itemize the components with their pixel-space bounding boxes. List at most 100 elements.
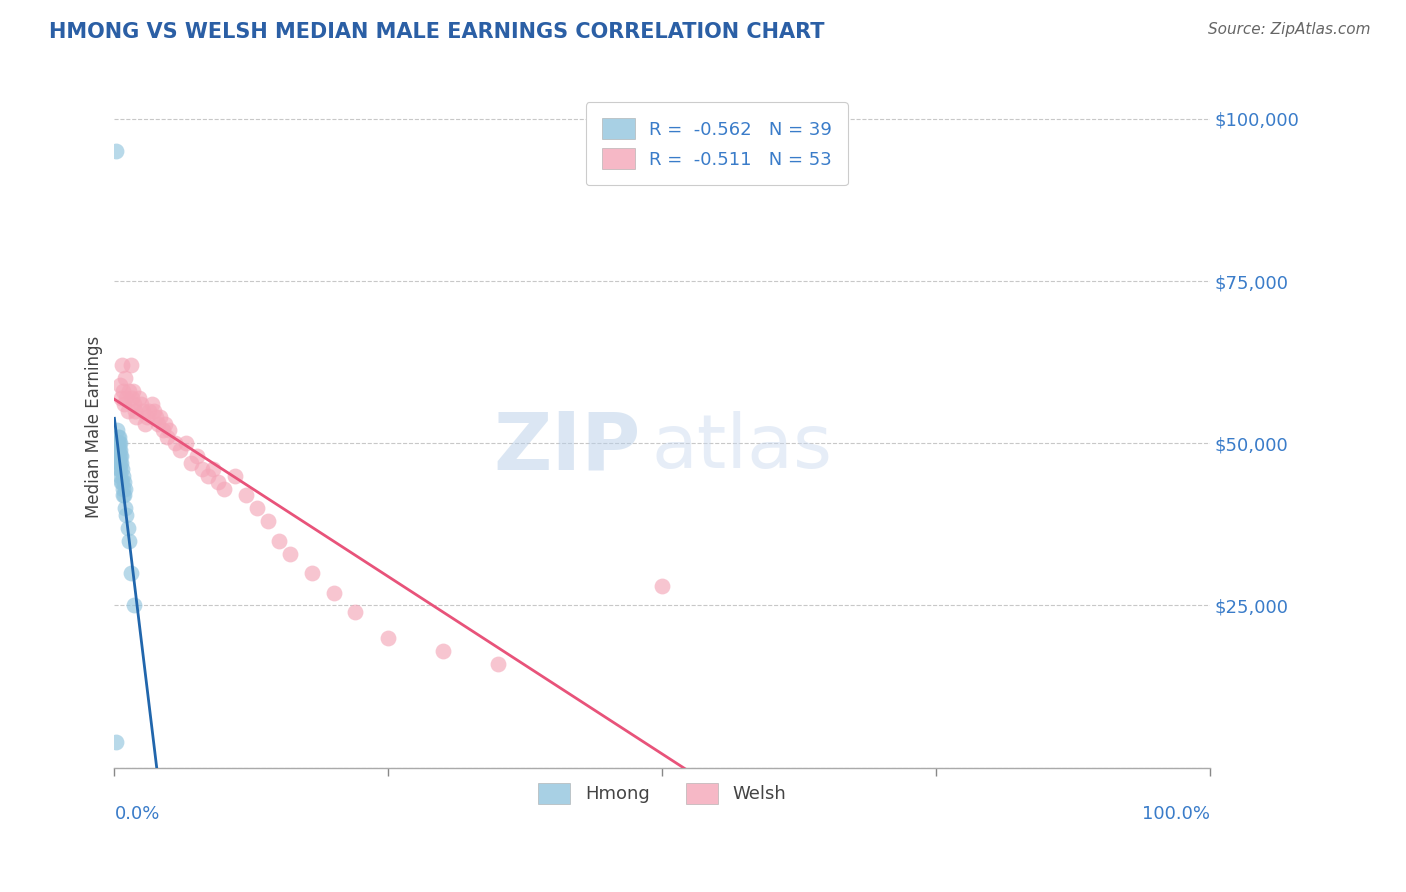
Point <box>118 384 141 399</box>
Point <box>112 384 135 399</box>
Point <box>118 533 141 548</box>
Point <box>235 488 257 502</box>
Point <box>121 391 143 405</box>
Point <box>174 436 197 450</box>
Point <box>111 475 134 490</box>
Point <box>180 456 202 470</box>
Point <box>197 468 219 483</box>
Point <box>108 449 131 463</box>
Text: Source: ZipAtlas.com: Source: ZipAtlas.com <box>1208 22 1371 37</box>
Point <box>108 456 131 470</box>
Point <box>322 585 344 599</box>
Point <box>186 449 208 463</box>
Point <box>114 482 136 496</box>
Point <box>112 397 135 411</box>
Point <box>256 514 278 528</box>
Text: 0.0%: 0.0% <box>114 805 160 823</box>
Point <box>108 377 131 392</box>
Text: atlas: atlas <box>651 411 832 484</box>
Point <box>207 475 229 490</box>
Point <box>117 404 139 418</box>
Point <box>152 423 174 437</box>
Point <box>132 404 155 418</box>
Point <box>110 449 132 463</box>
Point <box>104 735 127 749</box>
Point <box>104 436 127 450</box>
Point <box>117 520 139 534</box>
Point <box>105 442 128 457</box>
Point <box>157 423 180 437</box>
Point <box>377 631 399 645</box>
Point <box>278 547 301 561</box>
Point <box>107 442 129 457</box>
Point <box>112 475 135 490</box>
Point <box>114 501 136 516</box>
Point <box>108 442 131 457</box>
Text: HMONG VS WELSH MEDIAN MALE EARNINGS CORRELATION CHART: HMONG VS WELSH MEDIAN MALE EARNINGS CORR… <box>49 22 825 42</box>
Point <box>111 359 134 373</box>
Point <box>145 410 167 425</box>
Point <box>107 436 129 450</box>
Point <box>107 430 129 444</box>
Point <box>122 599 145 613</box>
Point <box>104 145 127 159</box>
Point <box>122 397 145 411</box>
Text: 100.0%: 100.0% <box>1142 805 1211 823</box>
Point <box>108 462 131 476</box>
Point <box>107 442 129 457</box>
Text: ZIP: ZIP <box>494 409 640 486</box>
Point <box>344 605 367 619</box>
Point <box>122 384 145 399</box>
Point <box>124 404 146 418</box>
Point <box>115 391 138 405</box>
Point <box>112 468 135 483</box>
Point <box>212 482 235 496</box>
Point <box>112 488 135 502</box>
Y-axis label: Median Male Earnings: Median Male Earnings <box>86 336 103 518</box>
Point <box>107 449 129 463</box>
Point <box>115 508 138 522</box>
Point <box>486 657 509 671</box>
Point <box>267 533 290 548</box>
Point <box>141 397 163 411</box>
Point <box>246 501 269 516</box>
Point <box>110 391 132 405</box>
Point <box>107 430 129 444</box>
Point <box>128 391 150 405</box>
Point <box>112 488 135 502</box>
Point <box>156 430 179 444</box>
Point <box>129 397 152 411</box>
Legend: R =  -0.562   N = 39, R =  -0.511   N = 53: R = -0.562 N = 39, R = -0.511 N = 53 <box>586 103 848 186</box>
Point <box>224 468 246 483</box>
Point <box>110 456 132 470</box>
Point <box>120 566 142 580</box>
Point <box>110 475 132 490</box>
Point <box>108 436 131 450</box>
Point <box>105 423 128 437</box>
Point <box>105 436 128 450</box>
Point <box>301 566 323 580</box>
Point <box>651 579 673 593</box>
Point <box>107 449 129 463</box>
Point <box>149 410 172 425</box>
Point <box>148 417 170 431</box>
Point <box>136 410 159 425</box>
Point <box>153 417 176 431</box>
Point <box>111 462 134 476</box>
Point <box>107 462 129 476</box>
Point <box>163 436 186 450</box>
Point <box>114 371 136 385</box>
Point <box>107 456 129 470</box>
Point <box>108 468 131 483</box>
Point <box>120 359 142 373</box>
Point <box>142 404 165 418</box>
Point <box>138 404 160 418</box>
Point <box>112 482 135 496</box>
Point <box>134 417 156 431</box>
Point <box>201 462 224 476</box>
Point <box>432 644 454 658</box>
Point <box>191 462 214 476</box>
Point <box>125 410 148 425</box>
Point <box>107 436 129 450</box>
Point <box>169 442 191 457</box>
